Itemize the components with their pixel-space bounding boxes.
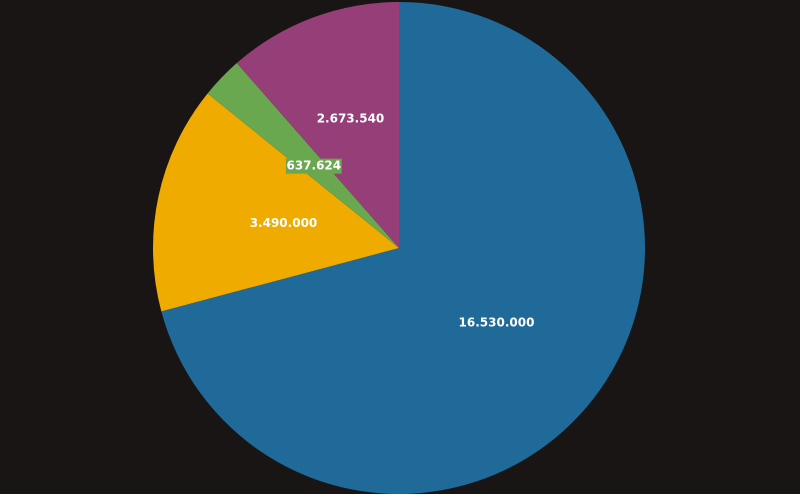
pie-slice-2	[153, 93, 399, 312]
pie-labels: 16.530.000 3.490.000 637.624 2.673.540	[250, 112, 535, 330]
pie-slices	[153, 2, 646, 494]
pie-label-2: 3.490.000	[250, 216, 318, 230]
pie-label-4: 2.673.540	[317, 112, 385, 126]
pie-slice-1	[161, 2, 646, 494]
pie-label-3: 637.624	[285, 158, 342, 174]
slice-value-label: 637.624	[286, 159, 341, 173]
pie-slice-4	[236, 2, 399, 248]
slice-value-label: 3.490.000	[250, 216, 318, 230]
slice-value-label: 2.673.540	[317, 112, 385, 126]
label-background	[285, 158, 342, 174]
pie-label-1: 16.530.000	[459, 315, 535, 329]
slice-value-label: 16.530.000	[459, 315, 535, 329]
pie-slice-3	[207, 63, 399, 249]
